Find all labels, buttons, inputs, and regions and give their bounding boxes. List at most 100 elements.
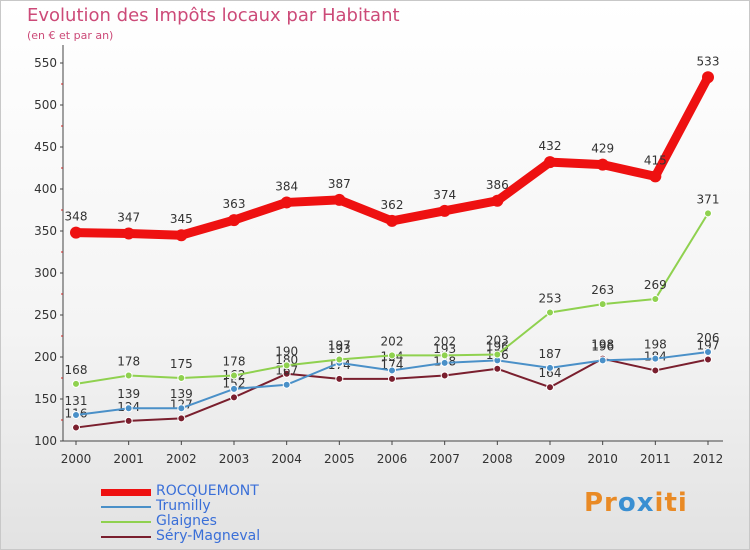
data-label-rocquemont: 348	[65, 210, 88, 224]
x-tick-label: 2006	[377, 452, 408, 466]
data-point-glaignes	[546, 308, 554, 317]
data-label-trumilly: 139	[170, 387, 193, 401]
data-point-rocquemont	[649, 170, 662, 183]
data-point-trumilly	[651, 354, 660, 363]
data-label-rocquemont: 533	[697, 54, 720, 68]
data-point-s-ry-magneval	[651, 366, 660, 375]
data-label-glaignes: 197	[328, 339, 351, 353]
data-point-rocquemont	[70, 226, 82, 239]
x-tick-label: 2001	[113, 452, 144, 466]
data-label-glaignes: 190	[275, 344, 298, 358]
data-label-s-ry-magneval: 197	[697, 339, 720, 353]
data-point-glaignes	[124, 371, 133, 380]
proxiti-logo: Proxiti	[584, 488, 688, 518]
x-tick-label: 2012	[693, 452, 724, 466]
x-tick-label: 2003	[219, 452, 250, 466]
x-tick-label: 2007	[429, 452, 460, 466]
data-point-glaignes	[230, 371, 238, 380]
data-label-rocquemont: 384	[275, 179, 298, 193]
data-point-s-ry-magneval	[704, 355, 712, 364]
data-label-s-ry-magneval: 174	[381, 358, 404, 372]
data-label-glaignes: 178	[223, 354, 246, 368]
data-label-glaignes: 371	[697, 192, 720, 206]
y-tick-label: 500	[34, 98, 57, 112]
data-point-s-ry-magneval	[388, 374, 396, 383]
data-label-rocquemont: 345	[170, 212, 193, 226]
data-point-glaignes	[440, 351, 449, 360]
data-point-s-ry-magneval	[230, 393, 238, 402]
data-point-s-ry-magneval	[124, 416, 133, 425]
x-tick-label: 2009	[535, 452, 566, 466]
data-point-rocquemont	[438, 204, 451, 217]
legend-swatch-rocquemont	[101, 489, 151, 496]
legend-label-trumilly: Trumilly	[156, 498, 211, 514]
data-point-s-ry-magneval	[177, 414, 186, 423]
data-label-trumilly: 193	[433, 342, 456, 356]
data-point-glaignes	[704, 209, 712, 218]
x-tick-label: 2000	[61, 452, 92, 466]
data-point-s-ry-magneval	[546, 383, 554, 392]
data-point-rocquemont	[122, 227, 135, 240]
x-tick-label: 2004	[271, 452, 302, 466]
data-label-trumilly: 196	[591, 339, 614, 353]
x-tick-label: 2011	[640, 452, 671, 466]
y-tick-label: 550	[34, 56, 57, 70]
data-label-glaignes: 202	[381, 334, 404, 348]
data-point-trumilly	[598, 356, 607, 365]
data-label-glaignes: 269	[644, 278, 667, 292]
data-label-s-ry-magneval: 198	[591, 338, 614, 352]
legend-swatch-trumilly	[101, 506, 151, 508]
data-point-glaignes	[598, 300, 607, 309]
data-point-glaignes	[72, 379, 80, 388]
data-label-trumilly: 187	[539, 347, 562, 361]
data-point-rocquemont	[491, 194, 504, 207]
data-label-s-ry-magneval: 164	[539, 366, 562, 380]
data-point-trumilly	[72, 410, 80, 419]
data-point-trumilly	[177, 404, 186, 413]
data-point-trumilly	[388, 366, 396, 375]
data-label-glaignes: 178	[117, 354, 140, 368]
data-point-trumilly	[440, 358, 449, 367]
data-label-trumilly: 131	[65, 394, 88, 408]
data-point-glaignes	[651, 295, 660, 304]
y-tick-label: 300	[34, 266, 57, 280]
data-label-rocquemont: 415	[644, 153, 667, 167]
x-tick-label: 2008	[482, 452, 513, 466]
data-point-rocquemont	[702, 71, 714, 84]
data-point-s-ry-magneval	[72, 423, 80, 432]
legend-label-sery-magneval: Séry-Magneval	[156, 528, 261, 544]
data-label-rocquemont: 374	[433, 188, 456, 202]
y-tick-label: 100	[34, 434, 57, 448]
data-label-trumilly: 206	[697, 331, 720, 345]
data-point-s-ry-magneval	[493, 364, 502, 373]
x-tick-label: 2005	[324, 452, 355, 466]
data-point-trumilly	[704, 347, 712, 356]
legend-label-glaignes: Glaignes	[156, 513, 217, 529]
data-point-rocquemont	[544, 156, 556, 169]
x-tick-label: 2010	[587, 452, 618, 466]
data-label-trumilly: 139	[117, 387, 140, 401]
data-label-glaignes: 175	[170, 357, 193, 371]
legend-label-rocquemont: ROCQUEMONT	[156, 483, 259, 499]
data-point-trumilly	[124, 404, 133, 413]
data-point-trumilly	[546, 363, 554, 372]
y-tick-label: 450	[34, 140, 57, 154]
data-label-trumilly: 193	[328, 342, 351, 356]
data-label-rocquemont: 429	[591, 142, 614, 156]
data-point-rocquemont	[386, 214, 398, 227]
data-label-rocquemont: 362	[381, 198, 404, 212]
y-tick-label: 150	[34, 392, 57, 406]
data-point-rocquemont	[228, 214, 240, 227]
data-point-glaignes	[177, 374, 186, 382]
y-tick-label: 250	[34, 308, 57, 322]
data-point-s-ry-magneval	[282, 369, 291, 378]
x-tick-label: 2002	[166, 452, 197, 466]
data-label-rocquemont: 386	[486, 178, 509, 192]
chart-title: Evolution des Impôts locaux par Habitant	[27, 5, 400, 26]
data-label-glaignes: 253	[539, 291, 562, 305]
data-point-trumilly	[230, 384, 238, 393]
data-point-rocquemont	[280, 196, 293, 209]
data-label-glaignes: 203	[486, 333, 509, 347]
